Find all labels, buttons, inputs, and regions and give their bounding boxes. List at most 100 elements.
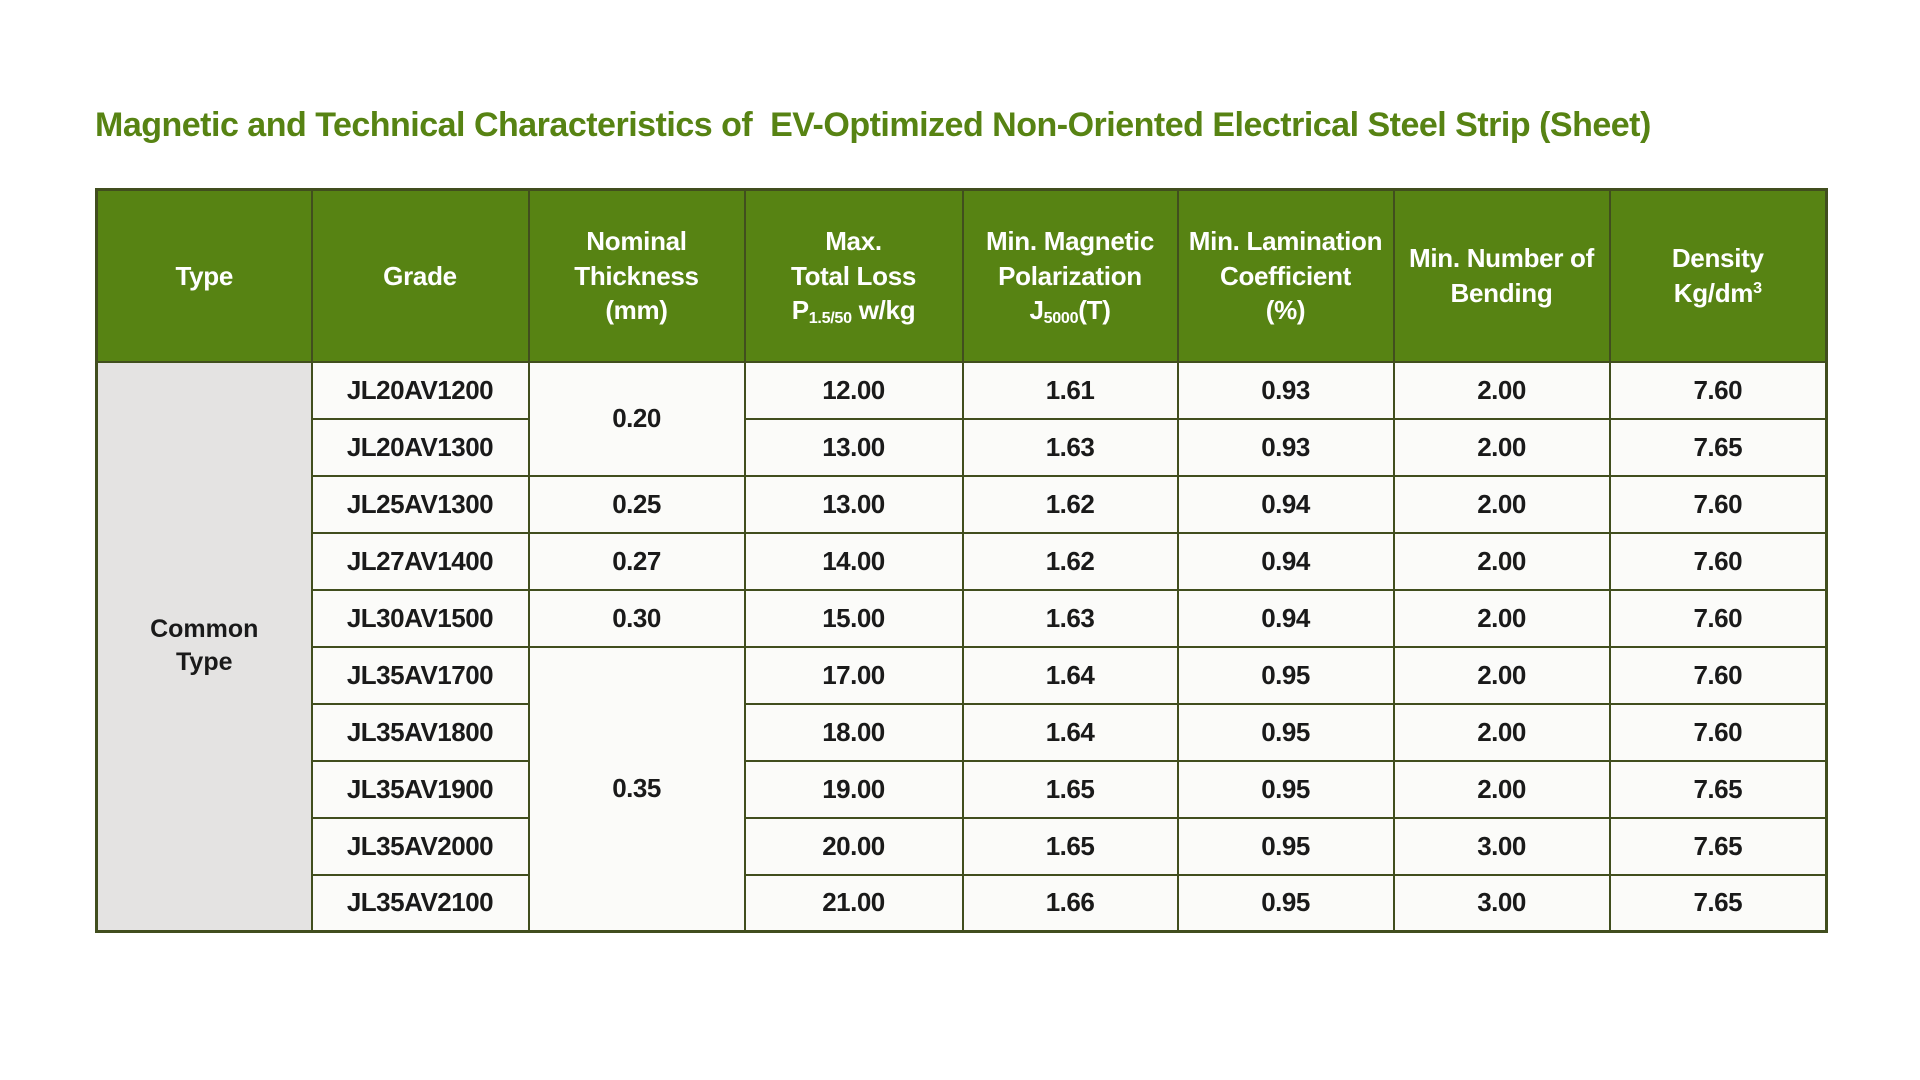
lamination-cell: 0.93: [1176, 417, 1395, 477]
lamination-cell: 0.95: [1176, 816, 1395, 876]
lamination-cell: 0.95: [1176, 759, 1395, 819]
density-cell: 7.65: [1608, 816, 1828, 876]
table-row: JL35AV2100 21.00 1.66 0.95 3.00 7.65: [97, 873, 1828, 933]
lamination-cell: 0.95: [1176, 702, 1395, 762]
loss-cell: 14.00: [743, 531, 964, 591]
loss-cell: 12.00: [743, 360, 964, 420]
polarization-cell: 1.63: [961, 417, 1179, 477]
grade-cell: JL35AV1800: [310, 702, 530, 762]
loss-cell: 21.00: [743, 873, 964, 933]
thickness-cell: 0.20: [527, 360, 746, 477]
lamination-cell: 0.94: [1176, 588, 1395, 648]
header-thickness: Nominal Thickness (mm): [527, 188, 746, 363]
header-density: Density Kg/dm3: [1608, 188, 1828, 363]
header-density-formula: Kg/dm3: [1673, 277, 1762, 308]
density-cell: 7.65: [1608, 759, 1828, 819]
header-bending-line2: Bending: [1450, 277, 1553, 308]
density-cell: 7.65: [1608, 873, 1828, 933]
page-title: Magnetic and Technical Characteristics o…: [95, 106, 1651, 144]
type-group-line2: Type: [176, 648, 233, 677]
header-grade: Grade: [310, 188, 530, 363]
polarization-cell: 1.66: [961, 873, 1179, 933]
grade-cell: JL20AV1300: [310, 417, 530, 477]
header-density-line1: Density: [1671, 243, 1764, 274]
table-row: JL35AV1800 18.00 1.64 0.95 2.00 7.60: [97, 702, 1828, 762]
polarization-cell: 1.64: [961, 702, 1179, 762]
loss-cell: 20.00: [743, 816, 964, 876]
table-row: Common Type JL20AV1200 0.20 12.00 1.61 0…: [95, 360, 1828, 933]
polarization-cell: 1.64: [961, 645, 1179, 705]
lamination-cell: 0.94: [1176, 531, 1395, 591]
thickness-cell: 0.35: [527, 645, 746, 933]
polarization-cell: 1.65: [961, 816, 1179, 876]
polarization-cell: 1.63: [961, 588, 1179, 648]
header-type-label: Type: [175, 260, 234, 291]
table-row: JL30AV1500 0.30 15.00 1.63 0.94 2.00 7.6…: [97, 588, 1828, 648]
table-row: JL35AV1900 19.00 1.65 0.95 2.00 7.65: [97, 759, 1828, 819]
header-lamination-line1: Min. Lamination: [1188, 226, 1383, 257]
bending-cell: 2.00: [1392, 360, 1611, 420]
table-row: JL35AV1700 0.35 17.00 1.64 0.95 2.00 7.6…: [97, 645, 1828, 933]
bending-cell: 2.00: [1392, 759, 1611, 819]
density-cell: 7.60: [1608, 588, 1828, 648]
type-group-cell: Common Type: [95, 360, 313, 933]
header-polarization-line2: Polarization: [998, 260, 1142, 291]
bending-cell: 2.00: [1392, 702, 1611, 762]
header-loss-line1: Max.: [825, 226, 882, 257]
density-cell: 7.60: [1608, 645, 1828, 705]
table-row: JL25AV1300 0.25 13.00 1.62 0.94 2.00 7.6…: [97, 474, 1828, 534]
lamination-cell: 0.94: [1176, 474, 1395, 534]
polarization-cell: 1.62: [961, 474, 1179, 534]
grade-cell: JL27AV1400: [310, 531, 530, 591]
header-lamination: Min. Lamination Coefficient (%): [1176, 188, 1395, 363]
bending-cell: 2.00: [1392, 417, 1611, 477]
header-polarization-formula: J5000(T): [1029, 294, 1111, 327]
bending-cell: 2.00: [1392, 474, 1611, 534]
bending-cell: 3.00: [1392, 873, 1611, 933]
lamination-cell: 0.95: [1176, 645, 1395, 705]
grade-cell: JL20AV1200: [310, 360, 530, 420]
characteristics-table: Type Grade Nominal Thickness (mm) Max. T…: [95, 188, 1828, 933]
header-lamination-line2: Coefficient: [1219, 260, 1352, 291]
loss-cell: 19.00: [743, 759, 964, 819]
density-cell: 7.60: [1608, 702, 1828, 762]
header-row: Type Grade Nominal Thickness (mm) Max. T…: [95, 188, 1828, 363]
bending-cell: 2.00: [1392, 588, 1611, 648]
density-cell: 7.60: [1608, 474, 1828, 534]
density-cell: 7.60: [1608, 360, 1828, 420]
polarization-cell: 1.61: [961, 360, 1179, 420]
header-grade-label: Grade: [383, 260, 457, 291]
header-polarization-line1: Min. Magnetic: [986, 226, 1154, 257]
header-type: Type: [95, 188, 313, 363]
header-total-loss: Max. Total Loss P1.5/50 w/kg: [743, 188, 964, 363]
lamination-cell: 0.93: [1176, 360, 1395, 420]
thickness-cell: 0.30: [527, 588, 746, 648]
grade-cell: JL35AV1700: [310, 645, 530, 705]
grade-cell: JL35AV1900: [310, 759, 530, 819]
header-bending-line1: Min. Number of: [1408, 243, 1594, 274]
grade-cell: JL35AV2100: [310, 873, 530, 933]
header-loss-line2: Total Loss: [790, 260, 917, 291]
grade-cell: JL25AV1300: [310, 474, 530, 534]
bending-cell: 2.00: [1392, 645, 1611, 705]
grade-cell: JL30AV1500: [310, 588, 530, 648]
loss-cell: 17.00: [743, 645, 964, 705]
type-group-line1: Common: [150, 614, 259, 643]
bending-cell: 3.00: [1392, 816, 1611, 876]
grade-cell: JL35AV2000: [310, 816, 530, 876]
density-cell: 7.65: [1608, 417, 1828, 477]
polarization-cell: 1.62: [961, 531, 1179, 591]
header-polarization: Min. Magnetic Polarization J5000(T): [961, 188, 1179, 363]
loss-cell: 13.00: [743, 417, 964, 477]
loss-cell: 13.00: [743, 474, 964, 534]
thickness-cell: 0.25: [527, 474, 746, 534]
loss-cell: 15.00: [743, 588, 964, 648]
header-thickness-line3: (mm): [605, 294, 668, 325]
lamination-cell: 0.95: [1176, 873, 1395, 933]
table-row: JL27AV1400 0.27 14.00 1.62 0.94 2.00 7.6…: [97, 531, 1828, 591]
density-cell: 7.60: [1608, 531, 1828, 591]
header-lamination-line3: (%): [1265, 294, 1306, 325]
header-loss-formula: P1.5/50 w/kg: [791, 294, 916, 327]
table-row: JL20AV1300 13.00 1.63 0.93 2.00 7.65: [97, 417, 1828, 477]
header-thickness-line1: Nominal: [586, 226, 687, 257]
